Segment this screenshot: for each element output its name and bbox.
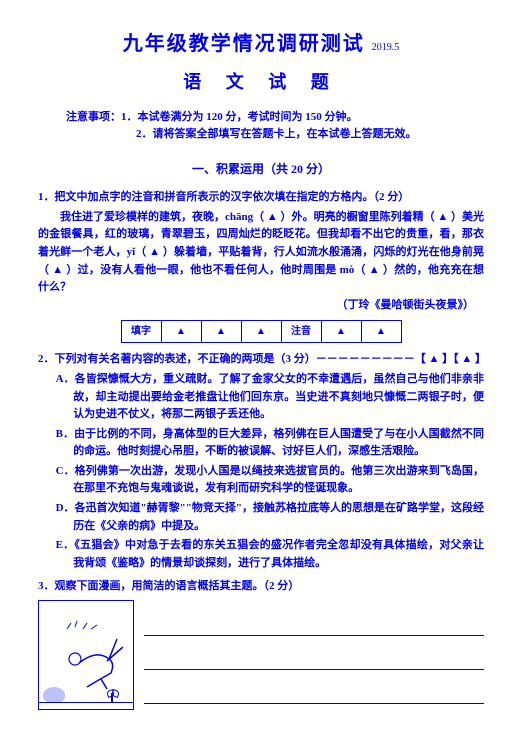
q2-opt-e: E．《五猖会》中对急于去看的东关五猖会的盛况作者完全忽却没有具体描绘，对父亲让我… [38, 537, 484, 572]
cartoon-rock-icon [43, 687, 65, 703]
q2-stem: 2．下列对有关名著内容的表述，不正确的两项是（3 分）－－－－－－－－－【 ▲ … [38, 351, 484, 369]
q3-stem: 3．观察下面漫画，用简洁的语言概括其主题。（2 分） [38, 578, 484, 596]
title-main-text: 九年级教学情况调研测试 [123, 33, 365, 55]
q2-opt-b: B．由于比例的不同，身高体型的巨大差异，格列佛在巨人国遭受了与在小人国截然不同的… [38, 426, 484, 461]
fill-cell: ▲ [361, 321, 401, 343]
fill-cell: ▲ [161, 321, 201, 343]
q3-cartoon [38, 600, 134, 710]
cartoon-ground-icon [39, 702, 133, 703]
page-title: 九年级教学情况调研测试 2019.5 [38, 28, 484, 60]
q1-passage: 我住进了爱珍模样的建筑，夜晚，chāng（ ▲ ）外。明亮的橱窗里陈列着精（ ▲… [38, 209, 484, 297]
answer-line [144, 678, 484, 704]
notice-label: 注意事项： [66, 111, 121, 123]
q1-fill-table: 填字 ▲ ▲ ▲ 注音 ▲ ▲ [38, 320, 484, 343]
fill-label-right: 注音 [281, 321, 321, 343]
q2-opt-a: A．各皆探慷慨大方，重义疏财。了解了金家父女的不幸遭遇后，虽然自己与他们非亲非故… [38, 371, 484, 424]
fill-label-left: 填字 [121, 321, 161, 343]
answer-line [144, 644, 484, 670]
q3-row [38, 600, 484, 712]
q2-opt-c: C．格列佛第一次出游，发现小人国是以绳技来选拔官员的。他第三次出游来到飞岛国，在… [38, 463, 484, 498]
title-sub: 语 文 试 题 [38, 68, 484, 97]
title-date: 2019.5 [372, 42, 400, 53]
cartoon-man-icon [57, 619, 127, 689]
notice-line-2: 2．请将答案全部填写在答题卡上，在本试卷上答题无效。 [84, 126, 484, 144]
q1-stem: 1．把文中加点字的注音和拼音所表示的汉字依次填在指定的方格内。（2 分） [38, 189, 484, 207]
notice-block: 注意事项：1．本试卷满分为 120 分，考试时间为 150 分钟。 2．请将答案… [66, 109, 484, 144]
fill-cell: ▲ [321, 321, 361, 343]
section-1-head: 一、积累运用（共 20 分） [38, 160, 484, 179]
fill-cell: ▲ [241, 321, 281, 343]
q2-opt-d: D．各迅首次知道"赫胥黎""物竞天择"，接触苏格拉底等人的思想是在矿路学堂，这段… [38, 500, 484, 535]
q1-author: （丁玲《曼哈顿街头夜景》） [38, 297, 484, 315]
answer-line [144, 610, 484, 636]
notice-line-1: 1．本试卷满分为 120 分，考试时间为 150 分钟。 [121, 111, 358, 123]
q3-answer-area [144, 600, 484, 712]
fill-cell: ▲ [201, 321, 241, 343]
